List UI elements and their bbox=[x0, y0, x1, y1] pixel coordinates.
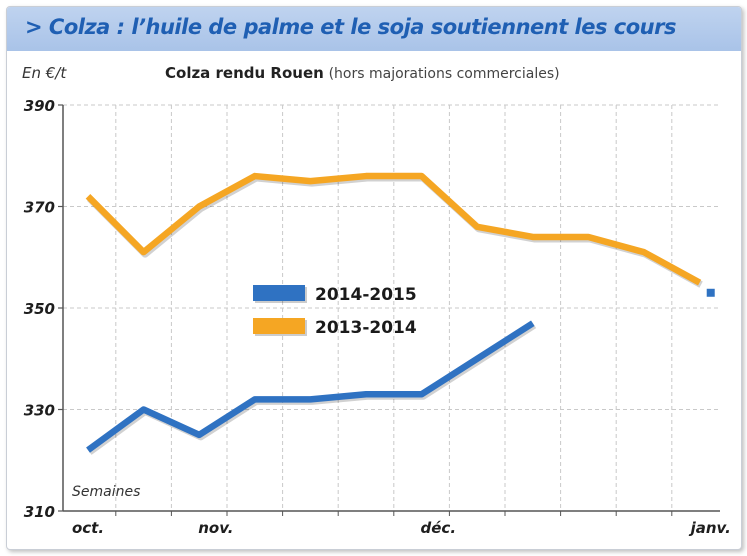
x-axis-title: Semaines bbox=[72, 484, 140, 500]
y-tick-label: 390 bbox=[24, 97, 55, 115]
series-line-2013-2014 bbox=[85, 172, 702, 286]
header-title: > Colza : l’huile de palme et le soja so… bbox=[25, 15, 677, 39]
y-tick-label: 310 bbox=[24, 503, 55, 521]
x-tick-label: nov. bbox=[198, 519, 233, 537]
series-line-2014-2015 bbox=[86, 320, 535, 453]
y-axis-unit-label: En €/t bbox=[22, 64, 67, 82]
chart-title: Colza rendu Rouen (hors majorations comm… bbox=[165, 64, 560, 82]
y-tick-label: 330 bbox=[24, 402, 55, 420]
legend-label-2013-2014: 2013-2014 bbox=[315, 318, 417, 338]
x-tick-label: déc. bbox=[421, 519, 457, 537]
series-shadow bbox=[87, 174, 703, 288]
legend-label-2014-2015: 2014-2015 bbox=[315, 285, 417, 305]
header-bar: > Colza : l’huile de palme et le soja so… bbox=[7, 7, 741, 51]
chart-title-main: Colza rendu Rouen bbox=[165, 64, 324, 82]
legend-swatch-2014-2015 bbox=[253, 285, 305, 301]
chart-subtitle: (hors majorations commerciales) bbox=[328, 66, 560, 82]
legend-swatch-2013-2014 bbox=[253, 318, 305, 334]
x-tick-label: oct. bbox=[72, 519, 104, 537]
y-tick-label: 370 bbox=[24, 199, 55, 217]
marker-point-2014-2015 bbox=[706, 288, 715, 297]
y-tick-label: 350 bbox=[24, 300, 55, 318]
series-shadow bbox=[87, 322, 537, 455]
chart-card: > Colza : l’huile de palme et le soja so… bbox=[6, 6, 742, 550]
x-tick-label: janv. bbox=[689, 519, 731, 537]
